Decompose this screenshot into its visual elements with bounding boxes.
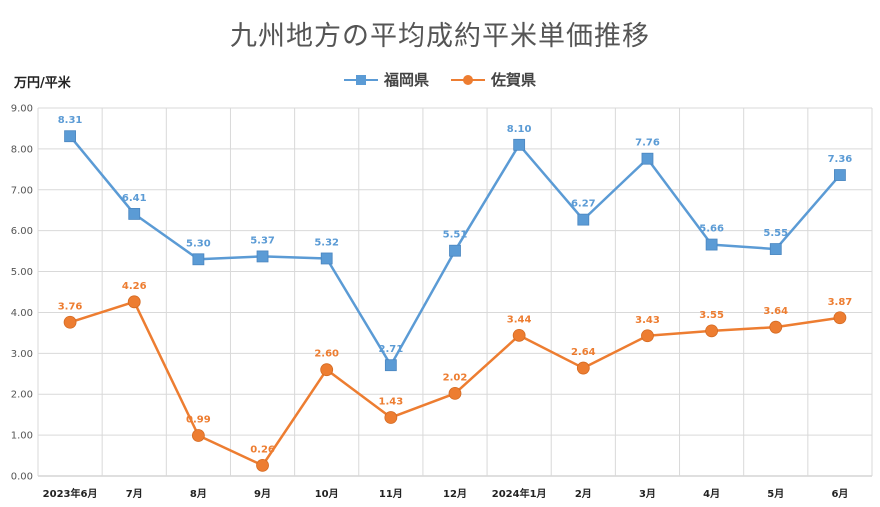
- data-point: [705, 238, 718, 251]
- data-point: [449, 244, 461, 257]
- legend: 福岡県 佐賀県: [0, 69, 880, 90]
- data-label: 5.66: [699, 224, 724, 235]
- x-tick-label: 12月: [443, 488, 467, 500]
- data-point: [705, 324, 719, 338]
- series-line-1: [69, 300, 841, 467]
- data-label: 8.31: [58, 115, 83, 126]
- data-point: [833, 311, 847, 325]
- legend-item-saga[interactable]: 佐賀県: [451, 69, 536, 90]
- data-point: [63, 315, 77, 329]
- data-point: [192, 253, 205, 266]
- data-point: [64, 130, 76, 143]
- y-tick-label: 4.00: [11, 308, 33, 319]
- data-point: [384, 359, 397, 372]
- data-label: 6.41: [122, 193, 147, 204]
- x-tick-label: 6月: [831, 488, 848, 500]
- data-label: 7.36: [828, 154, 853, 165]
- y-axis-unit-label: 万円/平米: [14, 76, 71, 91]
- x-tick-label: 11月: [379, 488, 403, 500]
- x-tick-label: 9月: [254, 488, 271, 500]
- data-label: 3.64: [763, 306, 788, 317]
- data-label: 2.02: [443, 372, 468, 383]
- data-label: 5.37: [250, 235, 275, 246]
- data-point: [834, 169, 846, 181]
- data-point: [320, 252, 333, 265]
- x-tick-label: 7月: [126, 488, 143, 500]
- data-label: 0.99: [186, 415, 211, 426]
- data-point: [769, 320, 783, 334]
- data-label: 4.26: [122, 281, 147, 292]
- data-label: 5.51: [443, 230, 468, 241]
- x-tick-label: 8月: [190, 488, 207, 500]
- y-tick-label: 1.00: [11, 431, 33, 442]
- legend-label-saga: 佐賀県: [491, 71, 537, 89]
- data-point: [641, 329, 654, 343]
- data-label: 3.55: [699, 310, 724, 321]
- legend-swatch-saga: [451, 73, 485, 87]
- data-point: [513, 138, 526, 151]
- y-tick-label: 9.00: [11, 104, 33, 115]
- y-tick-label: 5.00: [11, 267, 33, 278]
- data-label: 5.30: [186, 238, 211, 249]
- y-tick-label: 0.00: [11, 472, 33, 483]
- x-tick-label: 10月: [315, 488, 339, 500]
- data-label: 3.76: [58, 301, 83, 312]
- data-label: 2.71: [379, 344, 404, 355]
- x-tick-label: 2023年6月: [43, 487, 98, 500]
- data-label: 3.44: [507, 314, 532, 325]
- data-label: 5.55: [763, 228, 788, 239]
- legend-label-fukuoka: 福岡県: [383, 71, 429, 89]
- data-point: [512, 328, 526, 342]
- data-label: 7.76: [635, 138, 660, 149]
- data-point: [191, 429, 205, 442]
- data-point: [576, 361, 590, 375]
- data-label: 2.64: [571, 347, 596, 358]
- y-tick-label: 7.00: [11, 185, 33, 196]
- data-label: 2.60: [314, 349, 339, 360]
- x-tick-label: 5月: [767, 488, 784, 500]
- y-tick-label: 2.00: [11, 390, 33, 401]
- data-label: 8.10: [507, 124, 532, 135]
- data-point: [448, 387, 462, 400]
- x-tick-label: 2月: [575, 488, 592, 500]
- x-tick-label: 2024年1月: [492, 487, 547, 500]
- data-point: [128, 208, 141, 220]
- chart-title: 九州地方の平均成約平米単価推移: [230, 21, 650, 52]
- data-point: [320, 363, 334, 377]
- data-label: 3.43: [635, 315, 660, 326]
- data-point: [384, 411, 398, 424]
- data-label: 3.87: [828, 297, 853, 308]
- data-label: 5.32: [314, 237, 339, 248]
- x-tick-label: 4月: [703, 488, 720, 500]
- x-tick-label: 3月: [639, 488, 656, 500]
- data-point: [641, 152, 654, 165]
- legend-swatch-fukuoka: [343, 73, 378, 87]
- y-tick-label: 3.00: [11, 349, 33, 360]
- legend-item-fukuoka[interactable]: 福岡県: [343, 69, 429, 90]
- data-point: [256, 458, 269, 472]
- data-label: 0.26: [250, 444, 275, 455]
- data-point: [127, 295, 141, 309]
- data-label: 1.43: [379, 397, 404, 408]
- data-point: [577, 213, 590, 226]
- data-label: 6.27: [571, 199, 596, 210]
- data-point: [769, 243, 782, 255]
- y-tick-label: 8.00: [11, 144, 33, 155]
- y-tick-label: 6.00: [11, 226, 33, 237]
- data-point: [256, 250, 269, 263]
